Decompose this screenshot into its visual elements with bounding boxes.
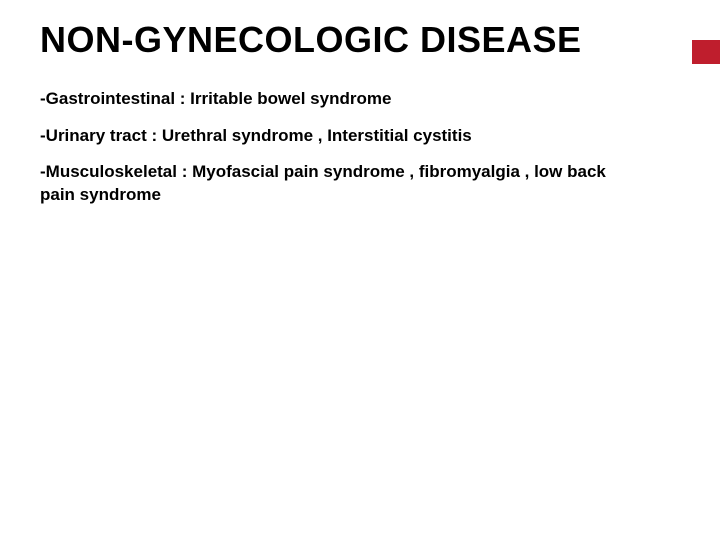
body-item-0: -Gastrointestinal : Irritable bowel synd… [40, 88, 640, 111]
body-item-2: -Musculoskeletal : Myofascial pain syndr… [40, 161, 640, 207]
slide-title: NON-GYNECOLOGIC DISEASE [40, 20, 680, 60]
slide-container: NON-GYNECOLOGIC DISEASE -Gastrointestina… [0, 0, 720, 540]
accent-bar [692, 40, 720, 64]
body-item-1: -Urinary tract : Urethral syndrome , Int… [40, 125, 640, 148]
